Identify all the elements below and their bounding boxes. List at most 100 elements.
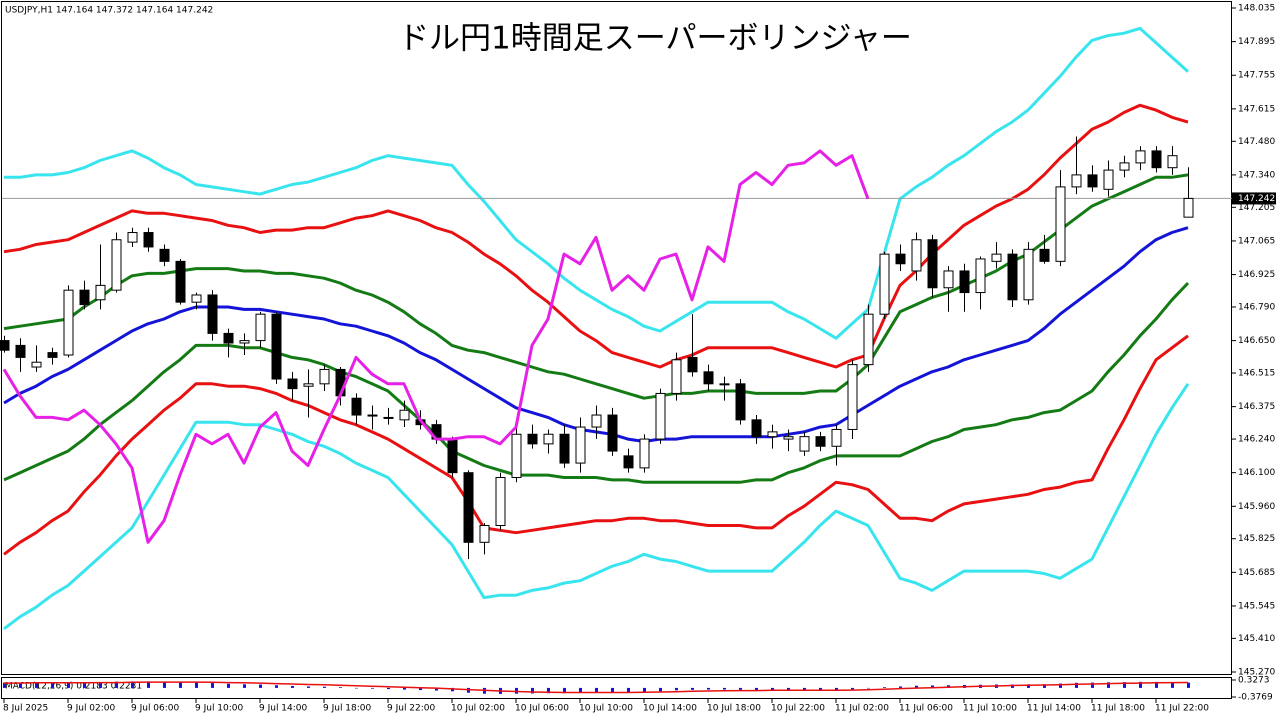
y-tick-label: 145.410 [1238, 634, 1275, 644]
candle-body [543, 433, 554, 445]
candle-body [191, 294, 202, 303]
y-tick-label: 148.035 [1238, 4, 1275, 14]
macd-tick-label: 0.3273 [1238, 676, 1270, 686]
candle-body [655, 392, 666, 440]
candle-body [911, 239, 922, 272]
last-price-label: 147.242 [1238, 194, 1275, 204]
x-tick-label: 10 Jul 18:00 [707, 704, 761, 714]
candle-body [303, 383, 314, 387]
macd-bar [3, 682, 6, 688]
x-tick-label: 9 Jul 14:00 [259, 704, 308, 714]
macd-bar [643, 687, 646, 693]
candle-body [271, 313, 282, 380]
macd-bar [803, 687, 806, 691]
macd-bar [611, 687, 614, 693]
y-tick-label: 146.240 [1238, 435, 1275, 445]
candle-body [607, 414, 618, 452]
macd-bar [387, 687, 390, 690]
candle-body [95, 284, 106, 301]
candle-body [0, 340, 10, 351]
macd-signal [4, 681, 1189, 694]
candle-body [927, 239, 938, 289]
macd-bar [627, 687, 630, 693]
candle-body [319, 368, 330, 385]
macd-bar [51, 682, 54, 688]
candle-body [687, 356, 698, 373]
macd-bar [851, 687, 854, 690]
candle-body [527, 433, 538, 445]
x-tick-label: 11 Jul 02:00 [835, 704, 889, 714]
x-tick-label: 9 Jul 22:00 [387, 704, 436, 714]
candle-body [623, 455, 634, 469]
macd-bar [1091, 682, 1094, 688]
x-tick-label: 11 Jul 18:00 [1091, 704, 1145, 714]
last-price-box [1232, 192, 1276, 205]
candle-body [1119, 162, 1130, 171]
candle-body [1087, 174, 1098, 188]
macd-bar [1187, 682, 1190, 688]
candle-body [879, 253, 890, 315]
candle-body [703, 371, 714, 385]
x-tick-label: 10 Jul 14:00 [643, 704, 697, 714]
macd-bar [931, 685, 934, 688]
candle-body [143, 232, 154, 248]
macd-bar [547, 687, 550, 694]
candle-body [735, 383, 746, 421]
candle-body [959, 270, 970, 294]
macd-bar [1107, 682, 1110, 688]
candle-body [831, 428, 842, 447]
macd-bar [867, 687, 870, 689]
y-tick-label: 147.205 [1238, 203, 1275, 213]
macd-bar [1171, 682, 1174, 688]
candle-body [639, 438, 650, 469]
macd-bar [707, 687, 710, 690]
candle-body [575, 426, 586, 464]
candle-body [479, 525, 490, 543]
band-line [3, 173, 1189, 400]
candle-body [111, 239, 122, 291]
chart-header: USDJPY,H1 147.164 147.372 147.164 147.24… [5, 6, 213, 16]
band-line [4, 26, 1190, 340]
candle-body [287, 378, 298, 390]
candle-body [847, 364, 858, 430]
candle-body [943, 270, 954, 289]
macd-bar [19, 682, 22, 688]
candle-body [63, 289, 74, 356]
candle-body [223, 332, 234, 344]
macd-bar [195, 682, 198, 688]
y-tick-label: 145.960 [1238, 502, 1275, 512]
macd-bar [835, 687, 838, 691]
y-tick-label: 147.340 [1238, 170, 1275, 180]
candle-body [1071, 174, 1082, 188]
macd-bar [275, 685, 278, 688]
candle-body [1183, 197, 1194, 218]
chart-title: ドル円1時間足スーパーボリンジャー [398, 21, 912, 57]
y-tick-label: 146.375 [1238, 402, 1275, 412]
candle-body [47, 352, 58, 358]
band-line [3, 281, 1190, 484]
y-tick-label: 146.925 [1238, 270, 1275, 280]
macd-bar [563, 687, 566, 694]
candle-body [495, 476, 506, 527]
candle-body [1151, 150, 1162, 169]
candle-body [1023, 248, 1034, 301]
x-tick-label: 9 Jul 06:00 [131, 704, 180, 714]
macd-bar [899, 686, 902, 688]
candle-body [79, 289, 90, 306]
candle-body [175, 260, 186, 303]
macd-bar [739, 687, 742, 690]
macd-bar [179, 682, 182, 688]
x-tick-label: 11 Jul 06:00 [899, 704, 953, 714]
macd-bar [1139, 681, 1142, 688]
macd-bar [115, 681, 118, 688]
macd-bar [1043, 684, 1046, 688]
candle-body [207, 294, 218, 334]
candle-body [447, 438, 458, 474]
candle-body [367, 414, 378, 417]
candle-body [351, 397, 362, 416]
candle-body [815, 436, 826, 447]
candle-body [1103, 169, 1114, 190]
candle-body [383, 416, 394, 419]
y-tick-label: 146.790 [1238, 302, 1275, 312]
